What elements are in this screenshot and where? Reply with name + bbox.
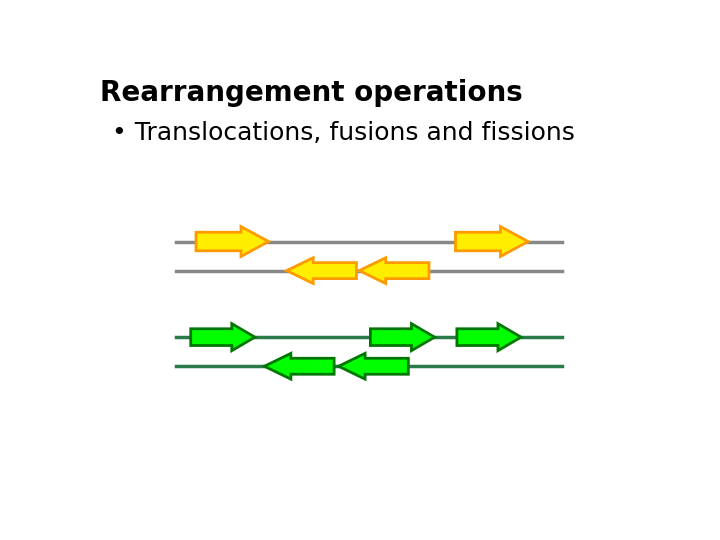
Polygon shape bbox=[338, 353, 408, 379]
Polygon shape bbox=[287, 258, 356, 284]
Text: Rearrangement operations: Rearrangement operations bbox=[100, 79, 523, 107]
Polygon shape bbox=[457, 323, 521, 350]
Text: • Translocations, fusions and fissions: • Translocations, fusions and fissions bbox=[112, 121, 575, 145]
Polygon shape bbox=[191, 323, 255, 350]
Polygon shape bbox=[264, 353, 334, 379]
Polygon shape bbox=[456, 227, 528, 256]
Polygon shape bbox=[370, 323, 435, 350]
Polygon shape bbox=[196, 227, 269, 256]
Polygon shape bbox=[359, 258, 429, 284]
